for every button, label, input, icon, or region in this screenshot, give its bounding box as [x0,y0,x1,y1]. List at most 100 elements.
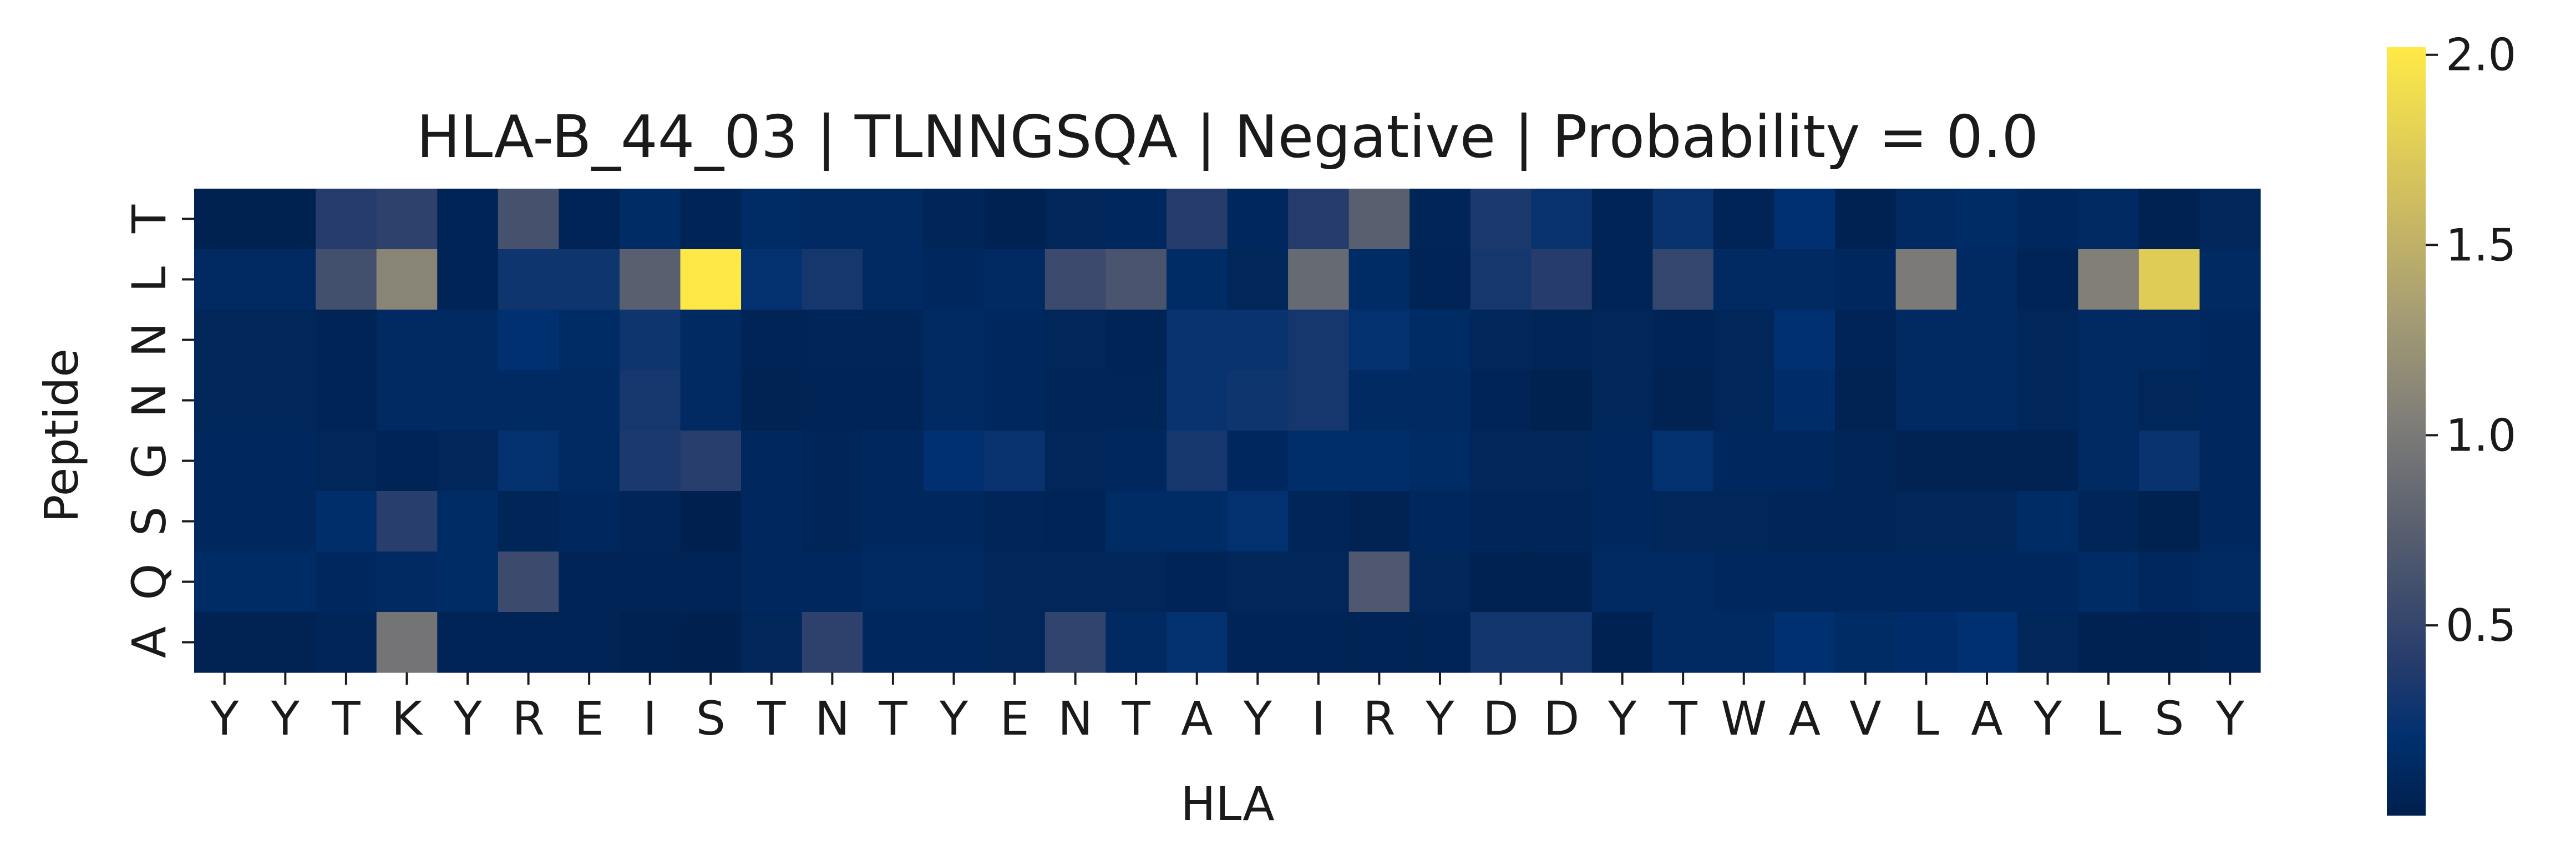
x-tick-label: E [1000,691,1030,746]
x-tick-label: T [331,691,361,746]
x-tick-label: E [575,691,604,746]
x-tick-label: K [392,691,423,746]
heatmap-cell [1774,249,1835,310]
heatmap-cell [1288,491,1350,552]
heatmap-cell [1470,310,1532,371]
heatmap-cell [923,310,985,371]
heatmap-cell [1288,612,1350,673]
heatmap-cell [863,370,924,431]
heatmap-cell [1166,612,1228,673]
heatmap-cell [1288,431,1350,492]
heatmap-cell [619,431,681,492]
heatmap-cell [437,249,499,310]
heatmap-cell [437,310,499,371]
heatmap-cell [619,552,681,613]
heatmap-cell [1044,612,1106,673]
heatmap-cell [1652,431,1714,492]
heatmap-cell [498,249,559,310]
x-tick-label: Y [210,691,239,746]
heatmap-cell [1956,249,2018,310]
x-axis-title: HLA [1180,777,1274,831]
heatmap-cell [802,189,863,250]
heatmap-cell [1409,491,1471,552]
heatmap-cell [1470,491,1532,552]
heatmap-cell [863,491,924,552]
heatmap-cell [2078,552,2139,613]
heatmap-cell [680,370,742,431]
heatmap-cell [1713,189,1775,250]
heatmap-cell [923,552,985,613]
heatmap-cell [1531,189,1593,250]
heatmap-cell [1044,189,1106,250]
heatmap-cell [2078,431,2139,492]
y-tick-label: N [122,383,176,418]
heatmap-cell [923,491,985,552]
heatmap-cell [2017,189,2078,250]
heatmap-cell [194,491,256,552]
heatmap-cell [2017,552,2078,613]
x-tick-label: Y [1243,691,1272,746]
heatmap-cell [2138,491,2200,552]
heatmap-cell [1652,310,1714,371]
heatmap-cell [1106,491,1167,552]
heatmap-cell [1895,249,1957,310]
heatmap-cell [1166,431,1228,492]
heatmap-cell [619,189,681,250]
heatmap-cell [559,249,620,310]
heatmap-cell [863,310,924,371]
heatmap-cell [559,310,620,371]
heatmap-cell [1531,249,1593,310]
x-tick-label: T [878,691,907,746]
heatmap-cell [255,249,316,310]
heatmap-cell [1895,189,1957,250]
heatmap-cell [1895,612,1957,673]
heatmap-cell [255,431,316,492]
heatmap-cell [376,189,438,250]
y-tick-label: S [122,507,176,536]
heatmap-cell [741,249,803,310]
heatmap-cell [2078,612,2139,673]
heatmap-cell [863,249,924,310]
heatmap-cell [2199,491,2261,552]
heatmap-cell [1835,189,1896,250]
heatmap-cell [1106,310,1167,371]
heatmap-cell [1106,612,1167,673]
heatmap-cell [680,431,742,492]
x-tick-label: I [1311,691,1325,746]
heatmap-cell [1044,552,1106,613]
y-tick-label: N [122,322,176,357]
heatmap-cell [1591,431,1654,492]
heatmap-cell [923,612,985,673]
heatmap-cell [316,249,377,310]
heatmap-cell [741,431,803,492]
heatmap-cell [2078,249,2139,310]
heatmap-cell [2199,552,2261,613]
heatmap-cell [1166,310,1228,371]
heatmap-cell [498,612,559,673]
x-tick-label: A [1971,691,2002,746]
heatmap-cell [1895,370,1957,431]
heatmap-cell [1531,310,1593,371]
heatmap-cell [741,189,803,250]
heatmap-cell [559,431,620,492]
heatmap-cell [619,310,681,371]
heatmap-cell [1288,310,1350,371]
heatmap-cell [680,491,742,552]
heatmap-cell [923,249,985,310]
heatmap-cell [863,431,924,492]
heatmap-cell [1227,612,1289,673]
heatmap-cell [1835,431,1896,492]
heatmap-cell [802,431,863,492]
heatmap-cell [1652,491,1714,552]
heatmap-cell [984,370,1046,431]
heatmap-cell [802,310,863,371]
heatmap-cell [741,612,803,673]
heatmap-cell [1409,189,1471,250]
heatmap-cell [1652,612,1714,673]
heatmap-cell [2199,612,2261,673]
colorbar-tick-label: 1.0 [2446,409,2516,461]
heatmap-cell [1348,249,1410,310]
heatmap-cell [316,370,377,431]
heatmap-cell [1348,552,1410,613]
heatmap-cell [1288,249,1350,310]
